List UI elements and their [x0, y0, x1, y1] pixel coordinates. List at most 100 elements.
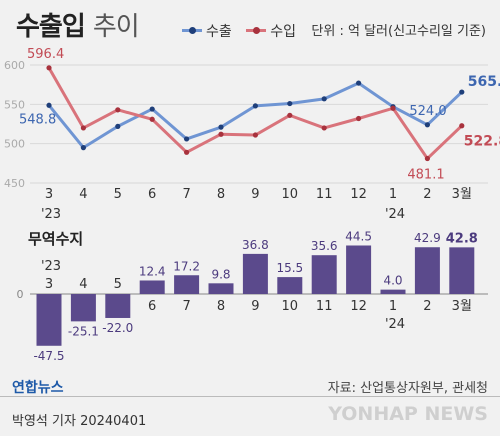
bar-category-label: 6 — [148, 299, 156, 314]
bar-category-label: 8 — [217, 299, 225, 314]
data-point-import — [218, 131, 224, 137]
x-tick-label: 4 — [79, 187, 87, 202]
line-value-label: 565.6 — [468, 74, 500, 90]
data-point-import — [424, 155, 430, 162]
legend-label-export: 수출 — [206, 23, 232, 40]
legend-item-export: 수출 — [182, 21, 232, 41]
trade-bar — [380, 289, 406, 294]
data-point-import — [80, 125, 86, 131]
data-point-import — [356, 115, 362, 122]
y-tick-label: 500 — [4, 138, 25, 151]
x-tick-label: 8 — [217, 187, 225, 202]
x-tick-label: 6 — [148, 187, 156, 202]
source-note: 자료: 산업통상자원부, 관세청 — [327, 381, 488, 396]
bar-category-label: 11 — [316, 299, 333, 314]
year-label: '23 — [41, 207, 61, 222]
data-point-export — [356, 80, 362, 86]
x-tick-label: 2 — [423, 187, 431, 202]
line-value-label: 524.0 — [409, 104, 446, 119]
line-value-label: 548.8 — [19, 112, 56, 127]
bar-year-label: '23 — [41, 259, 61, 274]
data-point-import — [390, 105, 396, 111]
credit-line: 박영석 기자 20240401 — [12, 414, 147, 429]
bar-category-label: 1 — [389, 299, 397, 314]
line-value-label: 596.4 — [27, 47, 64, 62]
title-sub: 추이 — [92, 12, 140, 42]
x-tick-label: 10 — [282, 187, 299, 202]
legend-swatch-export — [182, 27, 202, 34]
trade-bar — [139, 280, 165, 294]
bar-category-label: 3 — [45, 277, 53, 292]
bar-value-label: -25.1 — [68, 324, 99, 338]
data-point-import — [287, 112, 293, 118]
bar-category-label: 2 — [423, 299, 431, 314]
legend-item-import: 수입 — [246, 21, 296, 41]
series-line-export — [47, 81, 463, 150]
trade-balance-title: 무역수지 — [28, 230, 84, 248]
legend-swatch-import — [246, 27, 267, 34]
bar-value-label: 36.8 — [242, 238, 269, 252]
unit-note: 단위 : 억 달러(신고수리일 기준) — [311, 24, 486, 39]
data-point-export — [80, 145, 86, 151]
bar-category-label: 12 — [350, 299, 367, 314]
legend-label-import: 수입 — [270, 23, 296, 40]
trade-bar — [70, 294, 96, 322]
data-point-import — [252, 132, 258, 138]
data-point-export — [252, 103, 258, 109]
bar-category-label: 9 — [251, 299, 259, 314]
zero-label: 0 — [17, 288, 24, 301]
watermark: YONHAP NEWS — [328, 403, 488, 425]
data-point-import — [115, 107, 121, 113]
x-tick-label: 9 — [251, 187, 259, 202]
data-point-import — [321, 125, 327, 131]
data-point-import — [46, 65, 52, 71]
trade-bar — [449, 247, 475, 294]
trade-bar — [277, 277, 303, 294]
bar-value-label: -22.0 — [102, 321, 133, 335]
x-tick-label: 3월 — [452, 187, 472, 202]
bar-category-label: 3월 — [452, 299, 472, 314]
trade-bar — [174, 275, 200, 294]
bar-value-label: 9.8 — [211, 267, 230, 281]
chart-title: 수출입 추이 — [16, 6, 140, 43]
y-tick-label: 450 — [4, 177, 25, 190]
trade-bar — [346, 245, 372, 294]
y-tick-label: 600 — [4, 59, 25, 72]
bar-value-label: 12.4 — [139, 264, 166, 278]
data-point-import — [184, 149, 190, 155]
footer-divider — [0, 396, 500, 397]
trade-bar — [105, 294, 131, 318]
data-point-export — [149, 106, 155, 112]
data-point-export — [321, 96, 327, 102]
brand-logo: 연합뉴스 — [12, 380, 64, 396]
title-main: 수출입 — [16, 12, 86, 42]
bar-value-label: 15.5 — [276, 261, 303, 275]
data-point-export — [46, 102, 52, 108]
trade-bar — [311, 255, 337, 294]
bar-value-label: 17.2 — [173, 259, 200, 273]
legend: 수출 수입 — [182, 20, 306, 41]
bar-value-label: -47.5 — [33, 349, 64, 363]
trade-bar — [242, 253, 268, 294]
data-point-export — [459, 89, 465, 95]
bar-category-label: 5 — [114, 277, 122, 292]
trade-bar — [414, 247, 440, 294]
x-tick-label: 5 — [114, 187, 122, 202]
x-tick-label: 3 — [45, 187, 53, 202]
bar-value-label: 42.8 — [446, 231, 478, 246]
line-value-label: 522.8 — [464, 134, 500, 150]
bar-value-label: 35.6 — [311, 239, 338, 253]
data-point-export — [184, 136, 190, 142]
trade-bar — [208, 283, 234, 294]
bar-value-label: 4.0 — [383, 274, 402, 288]
data-point-export — [218, 124, 224, 130]
year-label: '24 — [385, 207, 405, 222]
bar-value-label: 44.5 — [345, 229, 372, 243]
bar-year-label: '24 — [385, 317, 405, 332]
y-tick-label: 550 — [4, 98, 25, 111]
line-value-label: 481.1 — [407, 168, 444, 183]
x-tick-label: 7 — [182, 187, 190, 202]
bar-category-label: 7 — [182, 299, 190, 314]
